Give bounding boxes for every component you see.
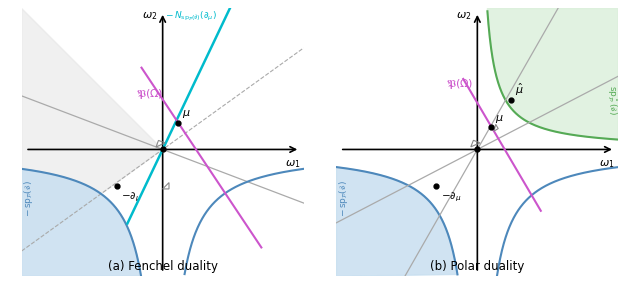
Text: $\mathfrak{P}(\Omega)$: $\mathfrak{P}(\Omega)$ <box>136 87 163 101</box>
Text: (a) Fenchel duality: (a) Fenchel duality <box>108 260 218 273</box>
Text: $\mathfrak{P}(\Omega)$: $\mathfrak{P}(\Omega)$ <box>445 78 473 91</box>
Polygon shape <box>337 167 458 276</box>
Polygon shape <box>22 169 141 276</box>
Text: $\omega_1$: $\omega_1$ <box>599 158 615 170</box>
Text: $-\,\mathrm{sp}_{\mathcal{P}}(\mathfrak{s})$: $-\,\mathrm{sp}_{\mathcal{P}}(\mathfrak{… <box>337 180 350 217</box>
Polygon shape <box>488 8 618 140</box>
Text: $\mu$: $\mu$ <box>495 113 504 125</box>
Polygon shape <box>22 8 163 251</box>
Text: $-\partial_\mu$: $-\partial_\mu$ <box>441 190 461 204</box>
Text: $- \,N_{\mathrm{sp}_{\mathcal{P}}(\mathfrak{s})}(\partial_\mu)$: $- \,N_{\mathrm{sp}_{\mathcal{P}}(\mathf… <box>166 10 218 23</box>
Text: $\omega_2$: $\omega_2$ <box>141 10 157 22</box>
Text: $\omega_2$: $\omega_2$ <box>456 10 472 22</box>
Text: (b) Polar duality: (b) Polar duality <box>430 260 525 273</box>
Text: $-\partial_\mu$: $-\partial_\mu$ <box>121 190 141 204</box>
Text: $\hat{\mu}$: $\hat{\mu}$ <box>515 81 524 98</box>
Text: $\mu$: $\mu$ <box>182 108 191 120</box>
Text: $\mathrm{sp}^\circ_{\mathcal{P}}(\mathfrak{s})$: $\mathrm{sp}^\circ_{\mathcal{P}}(\mathfr… <box>605 85 618 115</box>
Text: $-\,\mathrm{sp}_{\mathcal{P}}(\mathfrak{s})$: $-\,\mathrm{sp}_{\mathcal{P}}(\mathfrak{… <box>22 180 35 217</box>
Text: $\omega_1$: $\omega_1$ <box>285 158 300 170</box>
